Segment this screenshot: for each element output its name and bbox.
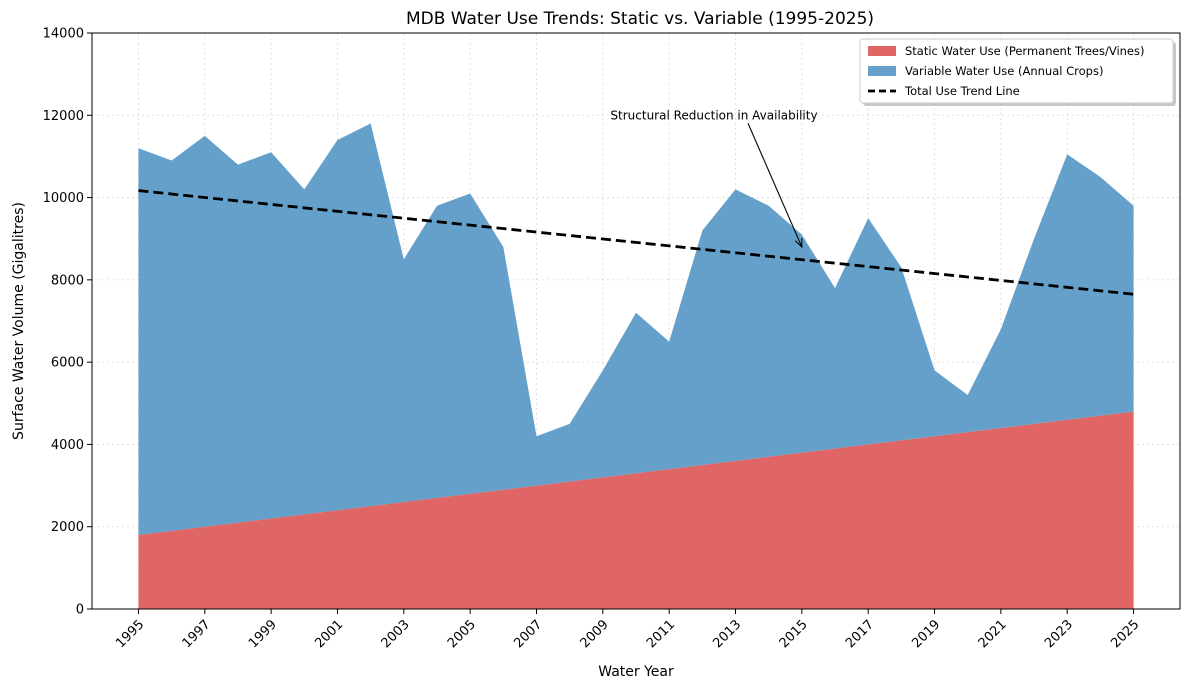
x-tick-label: 1999 bbox=[246, 617, 280, 651]
annotation-arrowhead bbox=[794, 237, 803, 249]
x-axis-label: Water Year bbox=[598, 664, 674, 680]
y-tick-label: 12000 bbox=[43, 109, 84, 124]
x-tick-label: 2001 bbox=[312, 617, 346, 651]
legend: Static Water Use (Permanent Trees/Vines)… bbox=[859, 38, 1176, 106]
x-tick-label: 2017 bbox=[843, 617, 877, 651]
trend-line bbox=[138, 189, 1134, 296]
x-tick-label: 2025 bbox=[1108, 617, 1142, 651]
x-tick-label: 2003 bbox=[379, 617, 413, 651]
y-tick-label: 4000 bbox=[51, 438, 84, 453]
legend-swatch bbox=[868, 46, 896, 56]
x-tick-label: 1997 bbox=[180, 617, 214, 651]
annotation-text: Structural Reduction in Availability bbox=[610, 108, 817, 122]
x-tick-label: 2021 bbox=[976, 617, 1010, 651]
x-tick-label: 2007 bbox=[511, 617, 545, 651]
x-tick-label: 2019 bbox=[909, 617, 943, 651]
x-tick-label: 1995 bbox=[113, 617, 147, 651]
x-tick-label: 2013 bbox=[710, 617, 744, 651]
x-tick-label: 2023 bbox=[1042, 617, 1076, 651]
y-tick-label: 6000 bbox=[51, 356, 84, 371]
y-ticks: 0 2000 4000 6000 8000 10000 12000 14000 bbox=[43, 27, 92, 618]
legend-label: Variable Water Use (Annual Crops) bbox=[905, 64, 1103, 78]
legend-label: Total Use Trend Line bbox=[904, 84, 1020, 98]
legend-swatch bbox=[868, 66, 896, 76]
x-tick-label: 2009 bbox=[578, 617, 612, 651]
chart-title: MDB Water Use Trends: Static vs. Variabl… bbox=[406, 9, 874, 29]
area-series-1 bbox=[138, 411, 1134, 609]
x-ticks: 1995 1997 1999 2001 2003 2005 2007 2009 2011 2013… bbox=[113, 609, 1142, 651]
y-tick-label: 2000 bbox=[51, 520, 84, 535]
x-tick-label: 2005 bbox=[445, 617, 479, 651]
axes bbox=[91, 32, 1181, 610]
area-series bbox=[138, 123, 1134, 609]
y-tick-label: 10000 bbox=[43, 191, 84, 206]
y-axis-label: Surface Water Volume (Gigalitres) bbox=[11, 202, 27, 440]
y-tick-label: 14000 bbox=[43, 27, 84, 42]
x-tick-label: 2011 bbox=[644, 617, 678, 651]
annotation: Structural Reduction in Availability bbox=[610, 108, 818, 249]
legend-box bbox=[859, 38, 1174, 104]
x-tick-label: 2015 bbox=[777, 617, 811, 651]
y-tick-label: 0 bbox=[76, 603, 84, 618]
area-series-2 bbox=[138, 123, 1134, 535]
trend-line-group bbox=[138, 189, 1134, 296]
plot-frame bbox=[91, 32, 1181, 610]
annotation-arrow bbox=[747, 123, 803, 248]
legend-label: Static Water Use (Permanent Trees/Vines) bbox=[905, 44, 1144, 58]
y-tick-label: 8000 bbox=[51, 273, 84, 288]
